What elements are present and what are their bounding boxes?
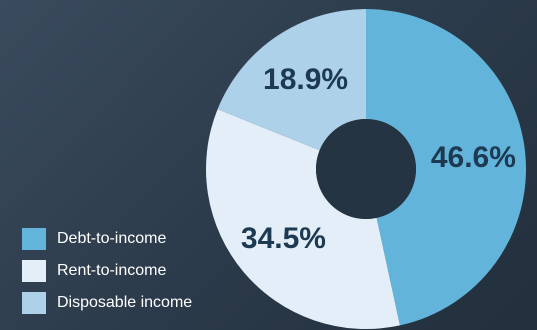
- slice-label-disposable-income: 18.9%: [263, 63, 348, 96]
- slice-disposable-income: [217, 9, 366, 151]
- legend-label-disposable-income: Disposable income: [57, 294, 193, 311]
- legend-swatch-disposable-income: [22, 292, 46, 314]
- legend-swatch-debt-to-income: [22, 228, 46, 250]
- donut-hole: [316, 119, 416, 219]
- slice-label-rent-to-income: 34.5%: [241, 222, 326, 255]
- legend-item-debt-to-income: Debt-to-income: [22, 228, 222, 250]
- legend-swatch-rent-to-income: [22, 260, 46, 282]
- slice-rent-to-income: [205, 109, 400, 329]
- donut-slices: [205, 9, 527, 329]
- legend-label-debt-to-income: Debt-to-income: [57, 230, 167, 247]
- legend: Debt-to-income Rent-to-income Disposable…: [22, 228, 222, 324]
- slice-labels: 46.6% 34.5% 18.9%: [241, 63, 516, 255]
- legend-label-rent-to-income: Rent-to-income: [57, 262, 167, 279]
- slice-debt-to-income: [366, 9, 527, 326]
- legend-item-rent-to-income: Rent-to-income: [22, 260, 222, 282]
- legend-item-disposable-income: Disposable income: [22, 292, 222, 314]
- slice-label-debt-to-income: 46.6%: [431, 141, 516, 174]
